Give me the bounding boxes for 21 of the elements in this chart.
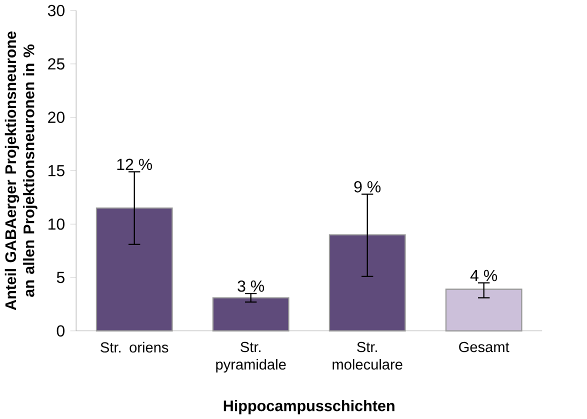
- data-label: 3 %: [238, 280, 264, 292]
- bar: [445, 288, 522, 332]
- y-tick-label: 5: [56, 272, 64, 284]
- data-label: 12 %: [117, 158, 152, 170]
- x-tick-label: Str. oriens: [100, 342, 168, 353]
- x-tick-label: Str. pyramidale: [216, 342, 286, 372]
- y-tick-label: 25: [48, 58, 64, 70]
- data-label: 4 %: [470, 270, 498, 282]
- bar: [328, 234, 406, 332]
- bar: [96, 207, 173, 332]
- x-tick-label: Str. moleculare: [332, 342, 402, 370]
- y-tick-label: 20: [48, 112, 64, 123]
- y-tick-label: 15: [48, 165, 64, 176]
- x-axis-title: Hippocampusschichten: [224, 400, 394, 414]
- x-tick-label: Gesamt: [459, 342, 510, 352]
- y-tick-label: 30: [48, 4, 64, 16]
- y-tick-label: 10: [48, 218, 64, 230]
- y-axis-title: Anteil GABAerger Projektionsneurone an allen Projektionsneuronen in %: [4, 31, 38, 310]
- data-label: 9 %: [354, 181, 381, 192]
- y-tick-label: 0: [56, 325, 64, 337]
- bar: [212, 297, 290, 332]
